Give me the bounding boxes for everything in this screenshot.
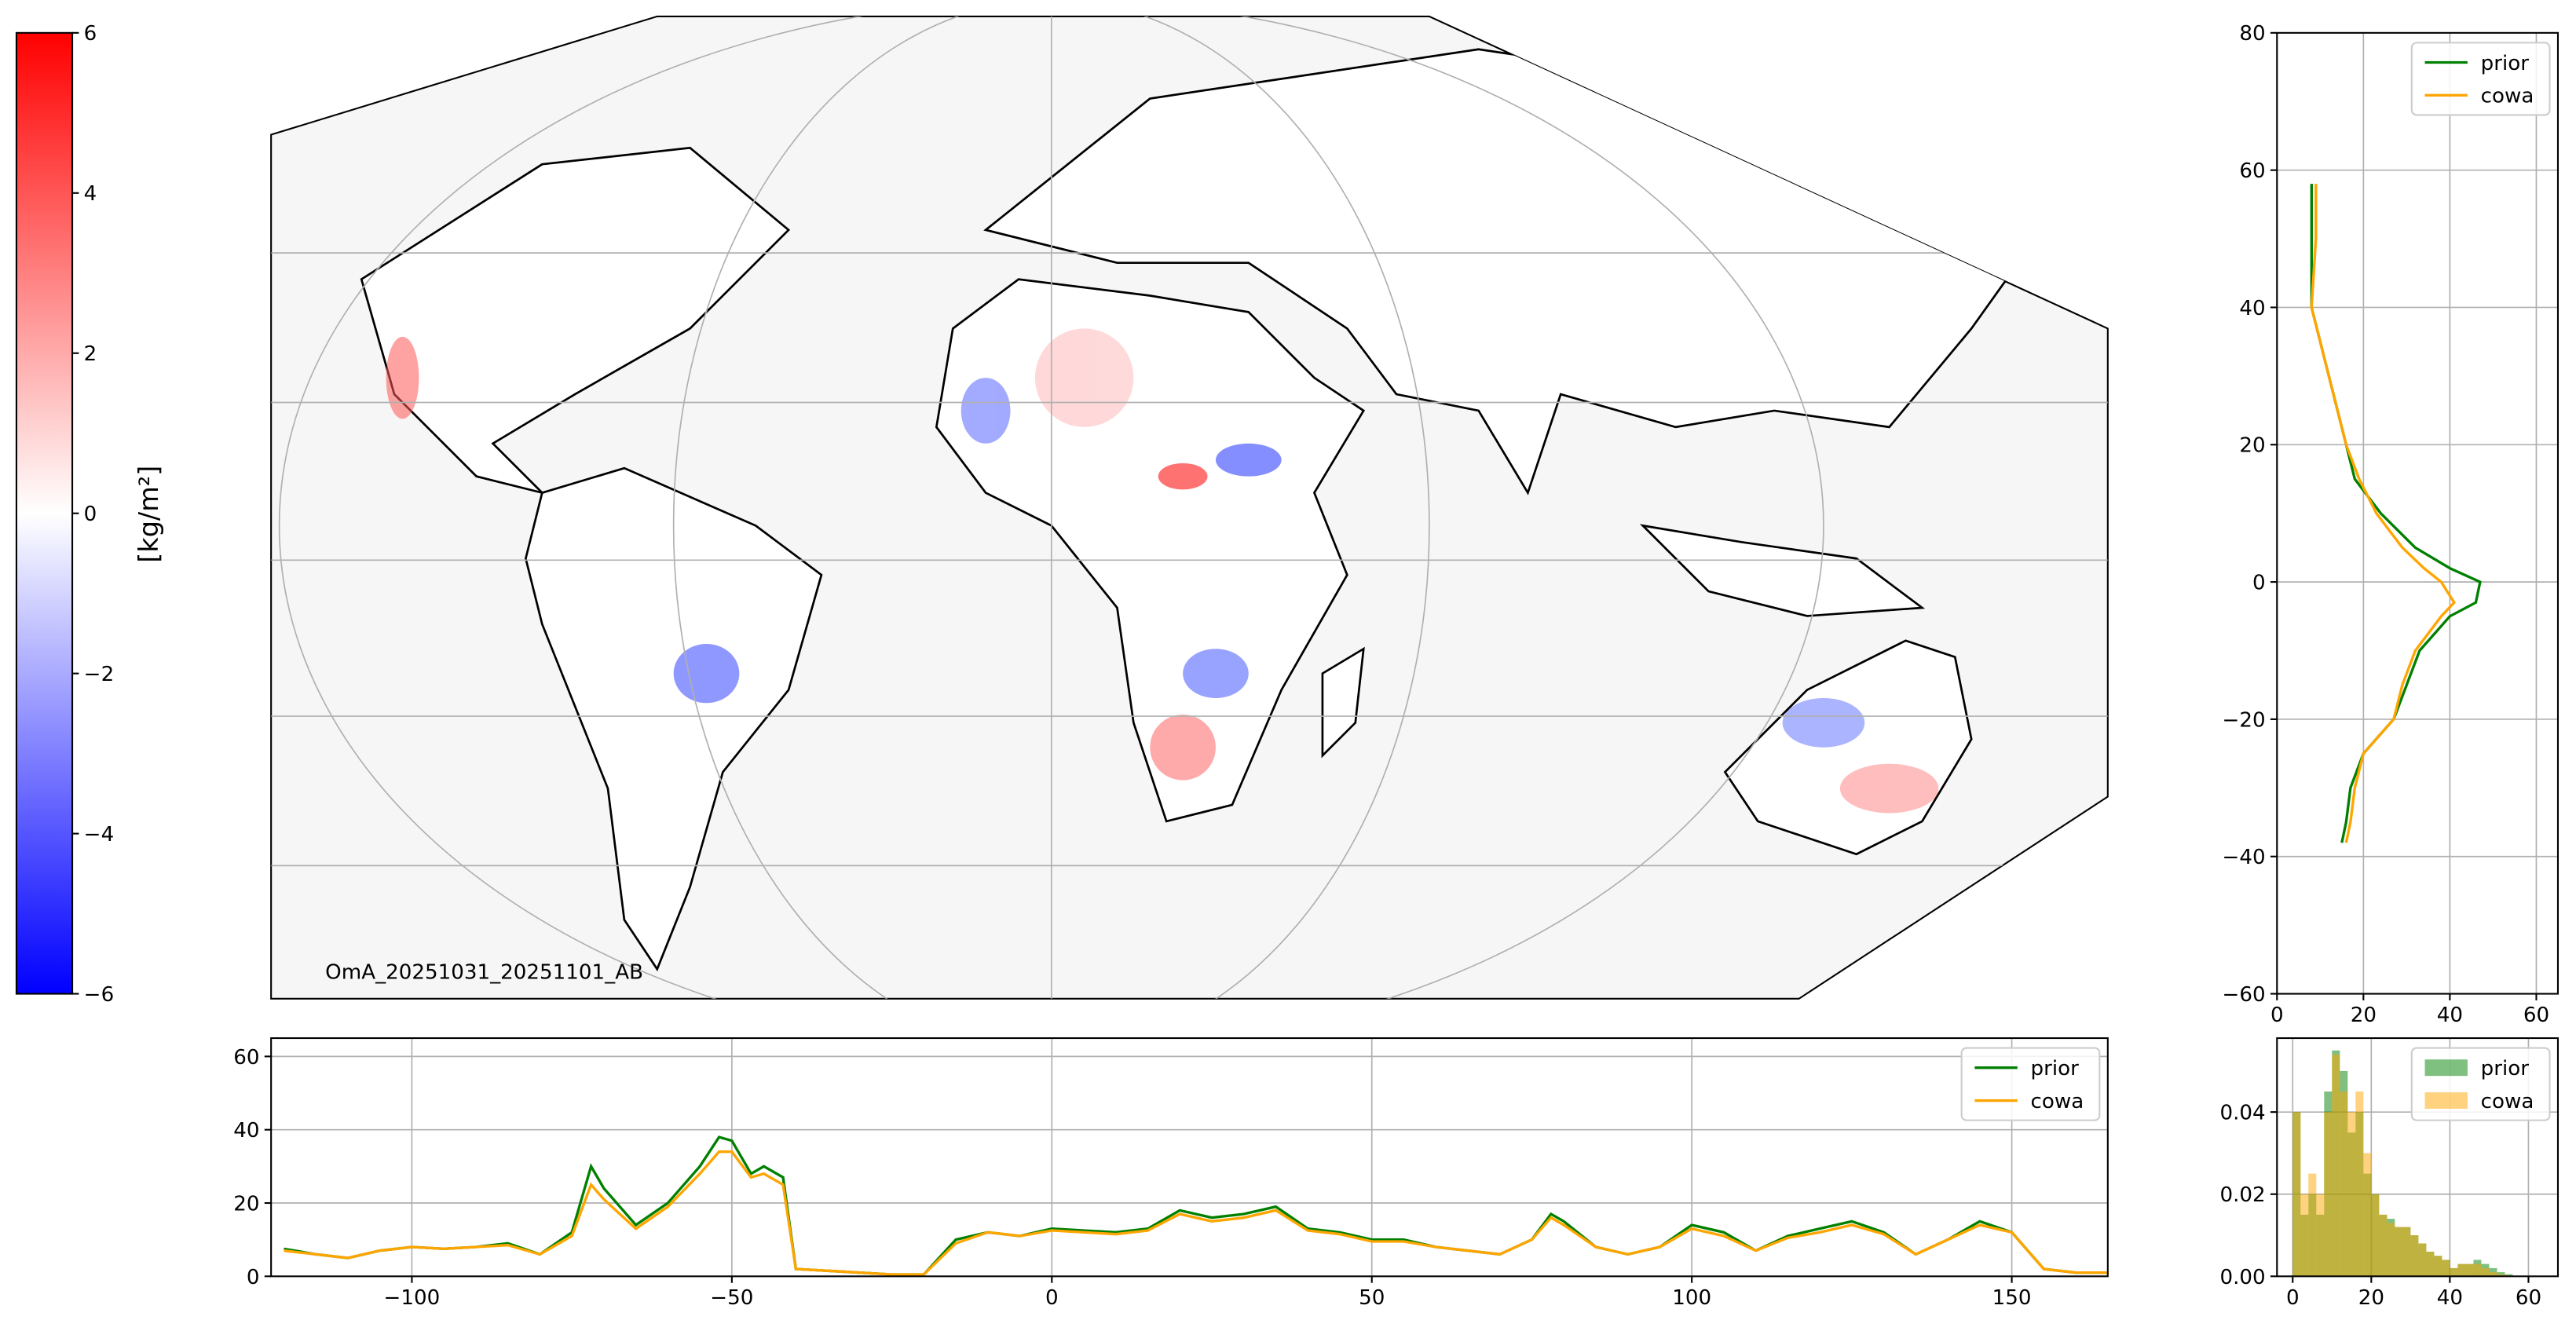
hist-bar (2473, 1263, 2482, 1277)
hist-bar (2481, 1267, 2490, 1277)
y-tick-label: 80 (2239, 22, 2265, 46)
colorbar-tick-label: −2 (84, 663, 115, 686)
legend-label: cowa (2031, 1090, 2084, 1113)
x-tick-label: 40 (2437, 1286, 2463, 1310)
y-tick-label: −60 (2222, 983, 2265, 1007)
hist-bar (2379, 1214, 2388, 1277)
profile-series (2310, 184, 2457, 843)
axes-frame (2276, 31, 2560, 995)
hist-bar (2347, 1112, 2356, 1277)
y-tick-label: 60 (233, 1046, 259, 1070)
colorbar (15, 31, 74, 995)
legend-swatch (2424, 1059, 2468, 1077)
hist-bar (2465, 1263, 2474, 1277)
y-tick-label: 60 (2239, 159, 2265, 183)
hist-bar (2497, 1274, 2505, 1277)
legend-box (1960, 1047, 2101, 1121)
y-tick-label: 0.02 (2219, 1183, 2265, 1207)
line-series (284, 1135, 2108, 1276)
x-tick-label: 50 (1359, 1286, 1385, 1310)
hist-bar (2300, 1194, 2309, 1277)
hist-bar (2426, 1251, 2435, 1277)
x-tick-label: 150 (1992, 1286, 2032, 1310)
hist-bar (2505, 1274, 2513, 1277)
hist-bar (2489, 1272, 2497, 1277)
hist-bar (2308, 1173, 2317, 1277)
hist-bar (2363, 1153, 2372, 1277)
hist-bar (2324, 1112, 2333, 1277)
increments (386, 328, 1939, 814)
hist-bar (2418, 1243, 2427, 1277)
colorbar-label: [kg/m²] (134, 466, 164, 563)
hist-bar (2355, 1091, 2364, 1277)
axes-frame (270, 1037, 2109, 1278)
x-tick-label: 20 (2351, 1004, 2377, 1027)
colorbar-tick-label: −6 (84, 983, 115, 1007)
y-tick-label: 0 (2252, 572, 2266, 595)
x-tick-label: −100 (384, 1286, 441, 1310)
colorbar-tick-label: 4 (84, 182, 97, 206)
legend-label: cowa (2481, 1090, 2534, 1113)
hist-bar (2442, 1260, 2450, 1277)
axes-frame (2276, 1037, 2560, 1278)
x-tick-label: 0 (2270, 1004, 2284, 1027)
hist-bar (2340, 1091, 2348, 1277)
profile-series (2310, 184, 2482, 843)
hist-bar (2316, 1194, 2325, 1277)
legend-swatch (2424, 1092, 2468, 1109)
y-tick-label: 0.00 (2219, 1266, 2265, 1289)
map: OmA_20251031_20251101_AB (270, 15, 2109, 1000)
legend-label: prior (2481, 52, 2530, 75)
hist-bar (2395, 1227, 2403, 1277)
hist-bar (2387, 1223, 2395, 1277)
hist-bar (2457, 1263, 2466, 1277)
map-graticule (271, 16, 2108, 999)
legend-label: cowa (2481, 85, 2534, 108)
colorbar-tick-label: 2 (84, 342, 97, 366)
y-tick-label: 20 (2239, 434, 2265, 458)
map-annotation: OmA_20251031_20251101_AB (325, 961, 643, 985)
y-tick-label: −20 (2222, 708, 2265, 732)
hist-bar (2371, 1194, 2380, 1277)
colorbar-tick-label: 6 (84, 22, 97, 46)
line-series (284, 1150, 2108, 1276)
legend-label: prior (2481, 1057, 2530, 1081)
x-tick-label: 60 (2523, 1004, 2549, 1027)
x-tick-label: 60 (2516, 1286, 2541, 1310)
y-tick-label: 20 (233, 1192, 259, 1216)
x-tick-label: 0 (1045, 1286, 1059, 1310)
y-tick-label: −40 (2222, 846, 2265, 869)
y-tick-label: 40 (2239, 297, 2265, 320)
x-tick-label: 20 (2358, 1286, 2384, 1310)
x-tick-label: 100 (1672, 1286, 1711, 1310)
hist-bar (2410, 1235, 2419, 1277)
x-tick-label: −50 (710, 1286, 753, 1310)
hist-bar (2402, 1227, 2411, 1277)
legend-box (2410, 42, 2551, 116)
y-tick-label: 40 (233, 1119, 259, 1143)
hist-bar (2450, 1267, 2458, 1277)
hist-bar (2292, 1112, 2301, 1277)
colorbar-tick-label: 0 (84, 503, 97, 526)
hist-bar (2332, 1054, 2340, 1277)
hist-bar (2434, 1256, 2442, 1277)
y-tick-label: 0.04 (2219, 1102, 2265, 1125)
x-tick-label: 0 (2286, 1286, 2300, 1310)
colorbar-tick-label: −4 (84, 823, 115, 847)
x-tick-label: 40 (2437, 1004, 2463, 1027)
legend-label: prior (2031, 1057, 2080, 1081)
y-tick-label: 0 (247, 1266, 260, 1289)
